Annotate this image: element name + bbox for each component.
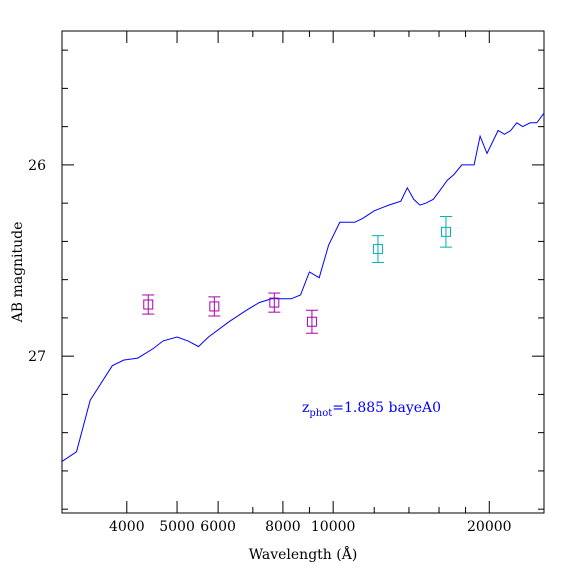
photometry-point xyxy=(439,216,452,248)
x-tick-label: 6000 xyxy=(200,519,236,535)
photometry-point xyxy=(208,296,221,317)
y-tick-label: 26 xyxy=(28,158,46,174)
y-axis-label: AB magnitude xyxy=(10,222,26,324)
x-tick-label: 20000 xyxy=(467,519,512,535)
square-marker xyxy=(306,316,317,327)
square-marker xyxy=(440,226,451,237)
x-tick-label: 10000 xyxy=(311,519,356,535)
x-tick-label: 5000 xyxy=(159,519,195,535)
redshift-annotation: zphot=1.885 bayeA0 xyxy=(302,400,441,419)
annotation-main: z xyxy=(302,400,309,416)
tick-labels: 4000 5000 6000 8000 10000 20000 26 27 xyxy=(28,158,511,535)
square-marker xyxy=(269,297,280,308)
annotation-subscript: phot xyxy=(309,408,332,419)
photometry-point xyxy=(305,309,318,334)
photometry-point xyxy=(142,294,155,315)
sed-model-line xyxy=(61,112,545,462)
x-tick-label: 8000 xyxy=(265,519,301,535)
photometry-point xyxy=(268,292,281,313)
series-layer xyxy=(61,112,545,462)
square-marker xyxy=(143,299,154,310)
plot-frame xyxy=(61,30,545,514)
x-tick-label: 4000 xyxy=(109,519,145,535)
y-tick-label: 27 xyxy=(28,349,46,365)
square-marker xyxy=(372,244,383,255)
photometry-point xyxy=(371,235,384,263)
axis-ticks xyxy=(61,31,544,513)
square-marker xyxy=(209,301,220,312)
annotation-rest: =1.885 bayeA0 xyxy=(332,400,441,416)
x-axis-label: Wavelength (Å) xyxy=(249,545,358,563)
